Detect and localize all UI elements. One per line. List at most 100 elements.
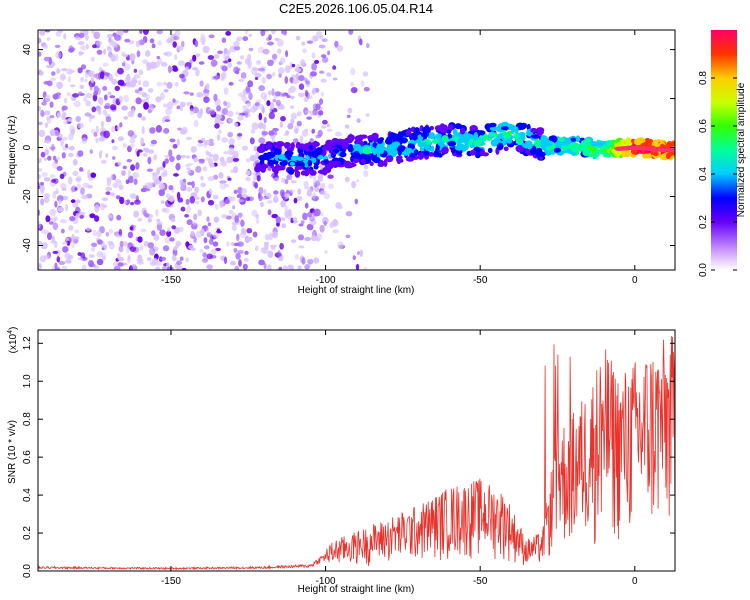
spectrogram-cell <box>208 34 215 39</box>
spectrogram-cell <box>355 263 360 270</box>
spectrogram-cell <box>221 65 228 72</box>
spectrogram-cell <box>237 132 243 137</box>
spectrogram-cell <box>487 147 493 154</box>
spectrogram-cell <box>170 218 176 223</box>
spectrogram-cell <box>571 148 578 153</box>
spectrogram-cell <box>235 252 241 260</box>
spectrogram-cell <box>147 149 155 154</box>
spectrogram-cell <box>281 159 288 166</box>
spectrogram-cell <box>195 200 200 205</box>
spectrogram-cell <box>38 106 41 112</box>
spectrogram-cell <box>255 105 259 111</box>
spectrogram-cell <box>68 226 74 231</box>
spectrogram-cell <box>219 200 224 209</box>
spectrogram-cell <box>345 211 353 217</box>
spectrogram-cell <box>89 83 93 91</box>
spectrogram-cell <box>180 206 186 212</box>
spectrogram-cell <box>232 157 240 162</box>
spectrogram-cell <box>337 205 343 210</box>
spectrogram-cell <box>334 40 339 48</box>
spectrogram-cell <box>570 137 577 142</box>
spectrogram-cell <box>274 131 278 136</box>
snr-panel: -150 -100 -50 0 0.0 0.2 0.4 0.6 0.8 1.0 1.2 Height… <box>7 327 676 595</box>
spectrogram-cell <box>335 131 342 137</box>
spectrogram-cell <box>57 30 63 34</box>
spectrogram-cell <box>359 249 364 257</box>
spectrogram-cell <box>65 143 69 148</box>
spectrogram-cell <box>284 193 290 198</box>
spectrogram-cell <box>176 45 184 51</box>
spectrogram-cell <box>238 79 244 82</box>
spectrogram-cell <box>52 250 59 254</box>
spectrogram-cell <box>76 183 82 189</box>
spectrogram-cell <box>137 79 142 86</box>
spectrogram-cell <box>147 182 155 186</box>
spectrogram-cell <box>185 136 192 141</box>
spectrogram-cell <box>212 241 219 247</box>
spectrogram-cell <box>138 69 144 76</box>
spectrogram-cell <box>128 175 134 184</box>
spectrogram-cell <box>203 96 210 103</box>
spectrogram-cell <box>409 133 418 142</box>
spectrogram-cell <box>155 124 162 133</box>
spectrogram-cell <box>244 250 249 255</box>
spectrogram-cell <box>95 125 99 134</box>
spectrogram-cell <box>52 190 59 195</box>
spectrogram-cell <box>263 116 267 124</box>
spectrogram-cell <box>207 176 215 182</box>
spectrogram-cell <box>203 142 208 148</box>
spectrogram-cell <box>261 131 268 136</box>
spectrogram-cell <box>79 84 85 89</box>
spectrogram-cell <box>389 132 398 140</box>
colorbar-ticks: 0.0 0.2 0.4 0.6 0.8 <box>698 71 737 277</box>
spectrogram-cell <box>96 258 104 266</box>
spectrogram-cell <box>121 105 128 111</box>
spectrogram-cell <box>311 35 317 43</box>
spectrogram-cell <box>43 193 51 199</box>
spectrogram-cell <box>406 129 412 135</box>
spectrogram-cell <box>119 122 123 128</box>
spectrogram-cell <box>208 110 216 115</box>
spectrogram-cell <box>172 67 179 72</box>
spectrogram-cell <box>151 43 156 49</box>
spectrogram-cell <box>74 236 80 240</box>
spectrogram-cell <box>320 78 327 83</box>
spectrogram-cell <box>653 151 659 157</box>
spectrogram-cell <box>309 95 313 100</box>
spectrogram-cell <box>99 127 106 132</box>
spectrogram-cell <box>273 177 280 182</box>
spectrogram-cell <box>186 219 193 226</box>
spectrogram-cell <box>503 146 509 152</box>
spectrogram-cell <box>43 140 51 144</box>
spectrogram-cell <box>61 68 68 72</box>
spectrogram-cell <box>200 175 204 181</box>
spectrogram-cell <box>168 149 173 157</box>
spectrogram-cell <box>491 141 498 147</box>
spectrogram-cell <box>312 209 319 217</box>
spectrogram-cell <box>245 85 251 94</box>
spectrogram-cell <box>186 101 193 107</box>
spectrogram-cell <box>348 30 354 35</box>
spectrogram-cell <box>514 126 519 135</box>
spectrogram-cell <box>284 76 289 84</box>
spectrogram-cell <box>139 245 144 251</box>
spectrogram-cell <box>210 248 217 255</box>
spectrogram-cell <box>312 192 316 200</box>
spectrogram-cell <box>208 153 214 158</box>
spectrogram-cell <box>112 145 118 151</box>
spectrogram-cell <box>199 249 204 253</box>
spectrogram-cell <box>186 187 193 192</box>
spectrogram-cell <box>241 94 247 102</box>
spectrogram-cell <box>360 80 365 87</box>
spectrogram-cell <box>289 62 293 70</box>
spectrogram-cell <box>226 241 230 247</box>
spectrogram-cell <box>413 127 420 134</box>
spectrogram-cell <box>277 250 281 258</box>
spectrogram-cell <box>213 54 220 59</box>
spectrogram-cell <box>291 267 295 270</box>
spectrogram-cell <box>135 162 140 170</box>
spectrogram-cell <box>112 261 120 267</box>
spectrogram-cell <box>384 138 393 145</box>
snr-series-line <box>38 336 675 571</box>
spectrogram-cell <box>261 76 266 84</box>
